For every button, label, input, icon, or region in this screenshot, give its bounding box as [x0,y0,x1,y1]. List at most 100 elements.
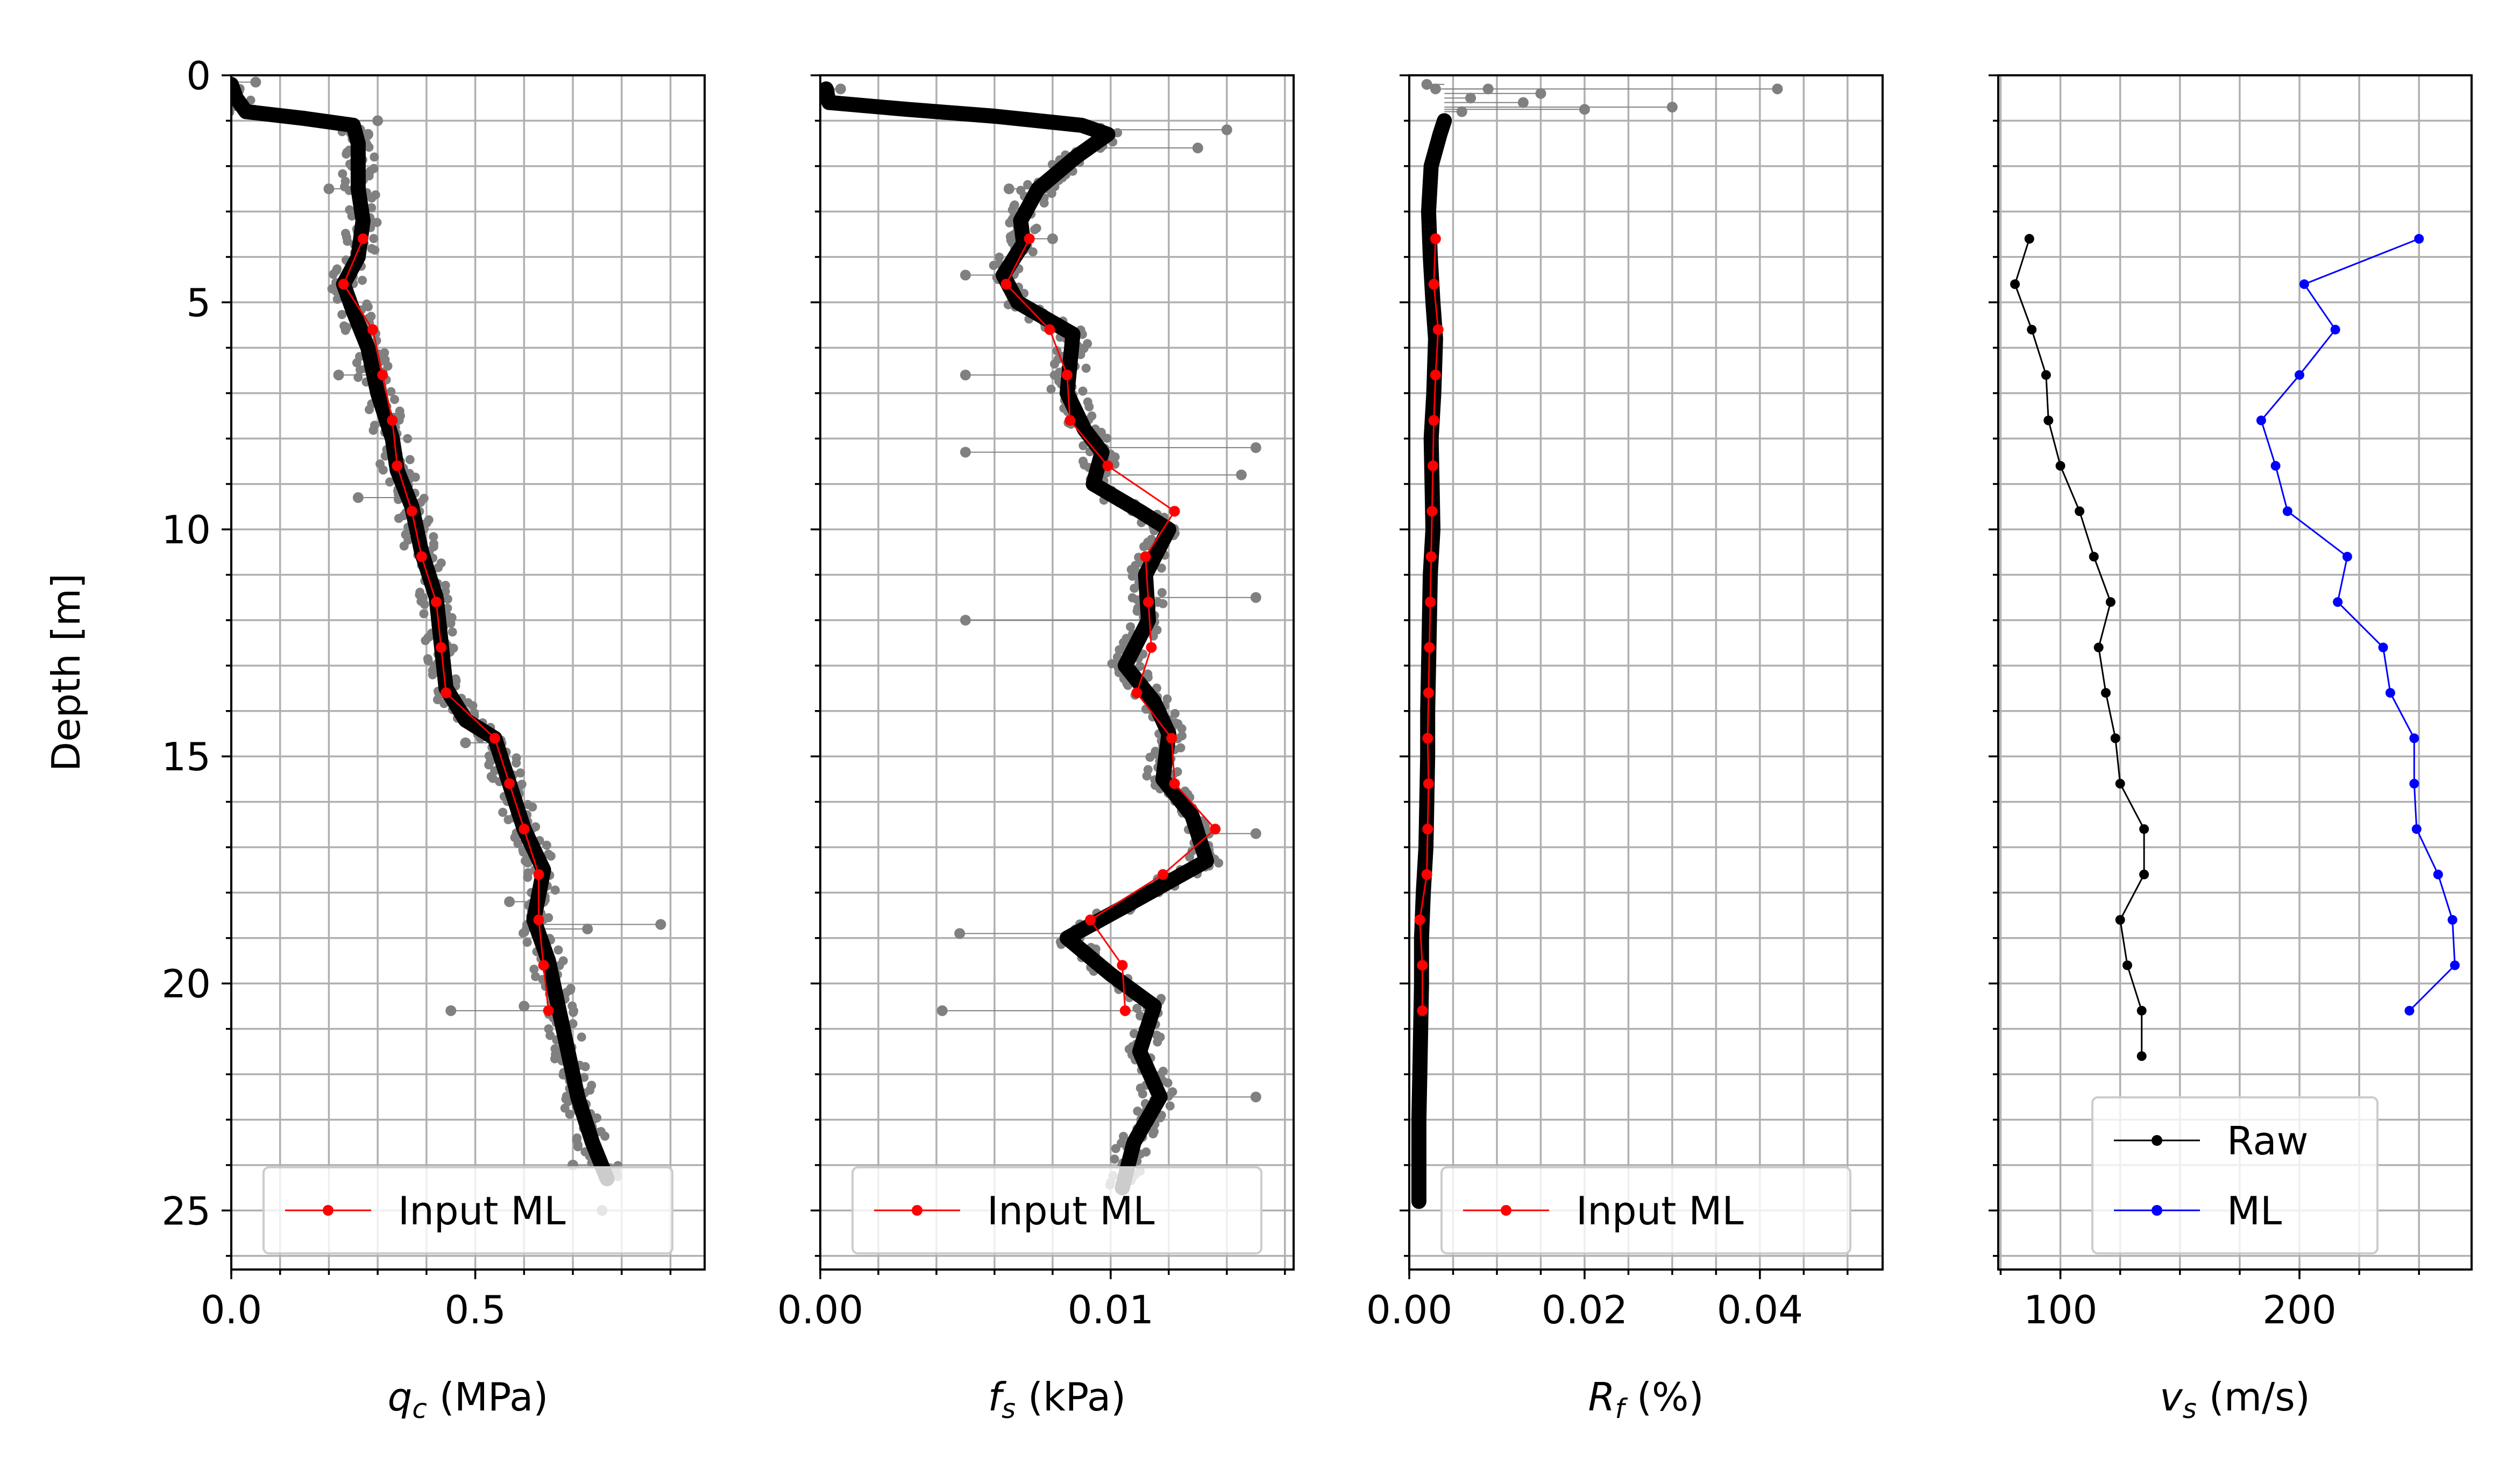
raw-outlier-point [954,928,966,939]
series-point [2075,506,2085,516]
y-tick-label: 0 [186,53,211,98]
raw-outlier-point [1456,106,1467,117]
legend-qc: Input ML [262,1166,673,1254]
raw-point [1156,563,1166,573]
series-point [436,642,447,653]
raw-point [403,434,413,443]
smoothed-point [1129,502,1141,515]
smoothed-point [1148,884,1161,896]
raw-point [513,839,523,848]
y-axis-label: Depth [m] [44,573,89,772]
panel-qc: 0 5 10 15 20 25 0.0 0.5 qc (MPa) Input ML [161,53,706,1424]
smoothed-point [1412,1194,1425,1206]
series-point [2123,960,2132,970]
smoothed-point [1041,116,1053,128]
series-point [538,960,549,971]
plot-area-qc [218,76,666,1216]
legend-Rf: Input ML [1440,1166,1851,1254]
series-point [1428,460,1438,471]
smoothed-point [328,116,340,129]
raw-outlier-point [835,83,846,95]
raw-point [1107,659,1117,669]
raw-outlier-point [1250,592,1261,603]
raw-outlier-point [1465,93,1476,104]
x-axis-label-symbol: v [2160,1374,2183,1420]
axes-frame-qc [230,74,706,1271]
raw-point [1133,1107,1142,1116]
smoothed-point [1168,873,1180,885]
series-point [2433,869,2443,880]
raw-point [441,586,450,596]
raw-outlier-point [372,115,384,126]
raw-point [1165,1101,1175,1111]
series-point [1417,1005,1428,1016]
raw-outlier-point [960,270,971,281]
raw-point [1138,1089,1147,1098]
series-point [1414,914,1425,926]
raw-point [1127,571,1137,581]
raw-point [573,1142,583,1152]
raw-point [448,627,457,637]
raw-point [529,965,539,974]
raw-point [577,1032,586,1042]
raw-point [370,152,379,162]
series-point [1166,733,1177,744]
x-tick-label: 0.00 [777,1287,863,1332]
raw-point [1046,385,1056,394]
raw-point [600,1131,610,1141]
raw-point [503,815,513,825]
raw-point [1139,542,1149,551]
smoothed-point [1029,306,1041,318]
grid-qc [230,74,705,1270]
series-point [2089,551,2099,562]
raw-point [218,80,228,89]
series-point [2115,778,2125,789]
raw-point [1214,858,1224,868]
series-point [1044,324,1055,335]
raw-outlier-point [1250,828,1261,839]
series-point [533,914,544,926]
series-point [2385,687,2395,698]
raw-point [328,270,338,279]
raw-point [353,373,363,382]
raw-point [420,600,429,609]
legend-marker [2152,1205,2162,1216]
raw-point [579,1073,589,1082]
raw-point [1170,709,1180,719]
raw-point [542,840,551,850]
raw-point [515,768,525,778]
raw-point [337,310,347,320]
series-point [2139,869,2149,880]
series-point [1117,960,1128,971]
raw-point [1084,402,1094,412]
x-tick-label: 0.01 [1068,1287,1154,1332]
series-point [504,778,515,789]
series-point [1426,506,1438,517]
legend-label: Input ML [1576,1188,1744,1233]
raw-point [1177,724,1187,734]
raw-outlier-point [352,492,364,504]
series-point [1423,687,1434,698]
raw-point [364,143,374,152]
raw-point [484,760,494,770]
x-ticks-vs: 100 200 [1999,1270,2420,1332]
raw-point [512,758,521,768]
series-point [1210,824,1221,835]
smoothed-profile-fs [820,81,1214,1196]
series-point [2295,370,2304,380]
smoothed-point [480,727,492,739]
raw-point [356,365,365,374]
smoothed-point [1081,121,1093,133]
series-point [1428,279,1439,290]
series-point [1158,869,1169,880]
raw-point [231,96,232,99]
y-ticks-qc: 0 5 10 15 20 25 [161,53,231,1257]
raw-outlier-point [504,896,515,907]
raw-outlier-point [1192,143,1203,154]
x-axis-label-unit: (MPa) [427,1374,549,1420]
raw-measurements-Rf [1412,79,1783,1204]
raw-point [358,275,367,285]
smoothed-point [1101,486,1113,498]
series-point [2282,506,2292,516]
